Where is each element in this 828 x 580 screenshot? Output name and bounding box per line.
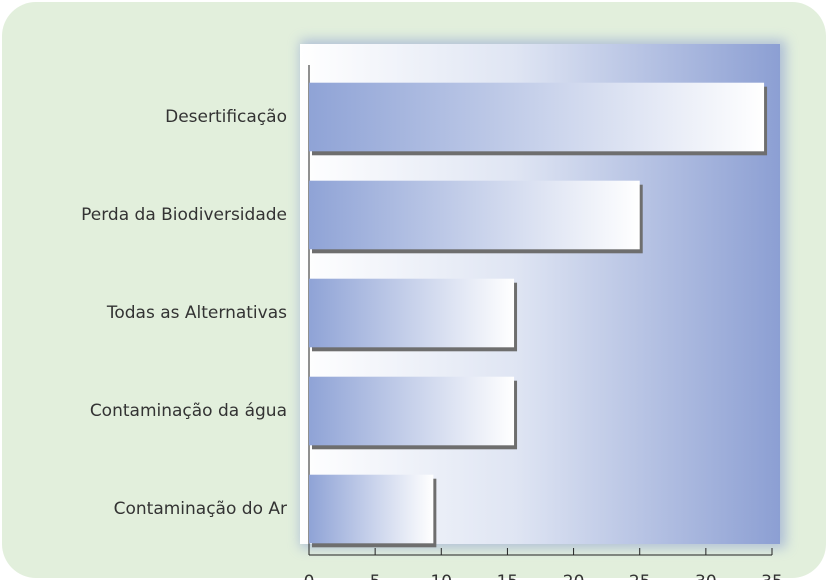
bar xyxy=(309,278,515,348)
x-tick-label: 30 xyxy=(695,572,717,580)
bar xyxy=(309,180,640,250)
y-tick-label: Contaminação do Ar xyxy=(114,499,287,519)
bar xyxy=(309,474,434,544)
y-tick-label: Desertificação xyxy=(165,107,287,127)
y-tick-label: Todas as Alternativas xyxy=(106,303,287,323)
x-tick-label: 0 xyxy=(304,572,315,580)
x-tick-label: 5 xyxy=(370,572,381,580)
y-tick-label: Perda da Biodiversidade xyxy=(81,205,287,225)
x-tick-label: 25 xyxy=(629,572,651,580)
x-tick-label: 20 xyxy=(563,572,585,580)
x-tick-label: 10 xyxy=(430,572,452,580)
bar xyxy=(309,376,515,446)
x-tick-label: 15 xyxy=(497,572,519,580)
x-tick-label: 35 xyxy=(761,572,783,580)
bar xyxy=(309,82,765,152)
y-tick-label: Contaminação da água xyxy=(90,401,287,421)
